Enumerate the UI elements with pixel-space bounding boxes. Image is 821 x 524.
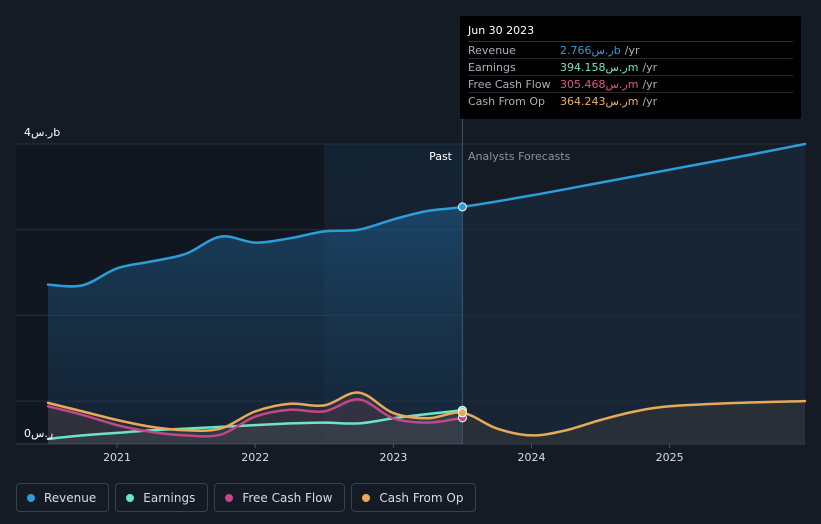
cash-from-op-area: [48, 392, 805, 444]
legend-label: Cash From Op: [379, 490, 464, 505]
tooltip-label: Earnings: [468, 61, 516, 74]
revenue-line: [46, 142, 807, 288]
tooltip-row-earnings: Earnings 394.158ر.سm /yr: [468, 59, 793, 76]
x-tick-label: 2022: [241, 451, 269, 464]
forecast-label: Analysts Forecasts: [468, 150, 571, 163]
tooltip-value: 2.766ر.سb: [560, 44, 621, 57]
tooltip-value: 305.468ر.سm: [560, 78, 639, 91]
tooltip-unit: /yr: [642, 95, 658, 108]
tooltip-unit: /yr: [642, 78, 658, 91]
cash-from-op-marker: [457, 408, 467, 418]
tooltip-unit: /yr: [642, 61, 658, 74]
tooltip-value: 364.243ر.سm: [560, 95, 639, 108]
tooltip-row-cash-from-op: Cash From Op 364.243ر.سm /yr: [468, 93, 793, 110]
x-tick-label: 2021: [103, 451, 131, 464]
cash-from-op-dot-icon: [362, 493, 371, 502]
series-markers: [457, 202, 467, 423]
earnings-area: [48, 410, 463, 444]
legend-label: Earnings: [143, 490, 196, 505]
revenue-forecast-area: [462, 144, 805, 444]
free-cash-flow-dot-icon: [225, 493, 234, 502]
legend-label: Revenue: [44, 490, 97, 505]
x-tick-label: 2023: [379, 451, 407, 464]
tooltip-row-revenue: Revenue 2.766ر.سb /yr: [468, 42, 793, 59]
series-areas: [48, 144, 805, 444]
x-tick-label: 2025: [656, 451, 684, 464]
tooltip-value: 394.158ر.سm: [560, 61, 639, 74]
cash-from-op-line: [46, 391, 807, 437]
legend-item-revenue[interactable]: Revenue: [16, 483, 110, 512]
tooltip-date: Jun 30 2023: [468, 22, 793, 42]
x-axis-ticks: 2021 2022 2023 2024 2025: [103, 444, 684, 464]
series-lines: [46, 142, 807, 441]
legend: Revenue Earnings Free Cash Flow Cash Fro…: [16, 483, 477, 512]
legend-item-cash-from-op[interactable]: Cash From Op: [351, 483, 477, 512]
tooltip-label: Free Cash Flow: [468, 78, 551, 91]
y-axis-bottom-label: 0ر.س: [24, 427, 53, 440]
tooltip-unit: /yr: [624, 44, 640, 57]
legend-label: Free Cash Flow: [242, 490, 333, 505]
tooltip-label: Revenue: [468, 44, 516, 57]
revenue-dot-icon: [27, 493, 35, 502]
revenue-marker: [457, 202, 467, 212]
tooltip: Jun 30 2023 Revenue 2.766ر.سb /yr Earnin…: [460, 16, 801, 119]
y-axis-top-label: 4ر.سb: [24, 126, 60, 139]
past-label: Past: [429, 150, 453, 163]
legend-item-earnings[interactable]: Earnings: [115, 483, 209, 512]
tooltip-row-free-cash-flow: Free Cash Flow 305.468ر.سm /yr: [468, 76, 793, 93]
tooltip-label: Cash From Op: [468, 95, 546, 108]
revenue-past-area: [48, 206, 463, 444]
earnings-dot-icon: [126, 493, 135, 502]
legend-item-free-cash-flow[interactable]: Free Cash Flow: [214, 483, 346, 512]
x-tick-label: 2024: [517, 451, 545, 464]
free-cash-flow-line: [46, 398, 464, 438]
